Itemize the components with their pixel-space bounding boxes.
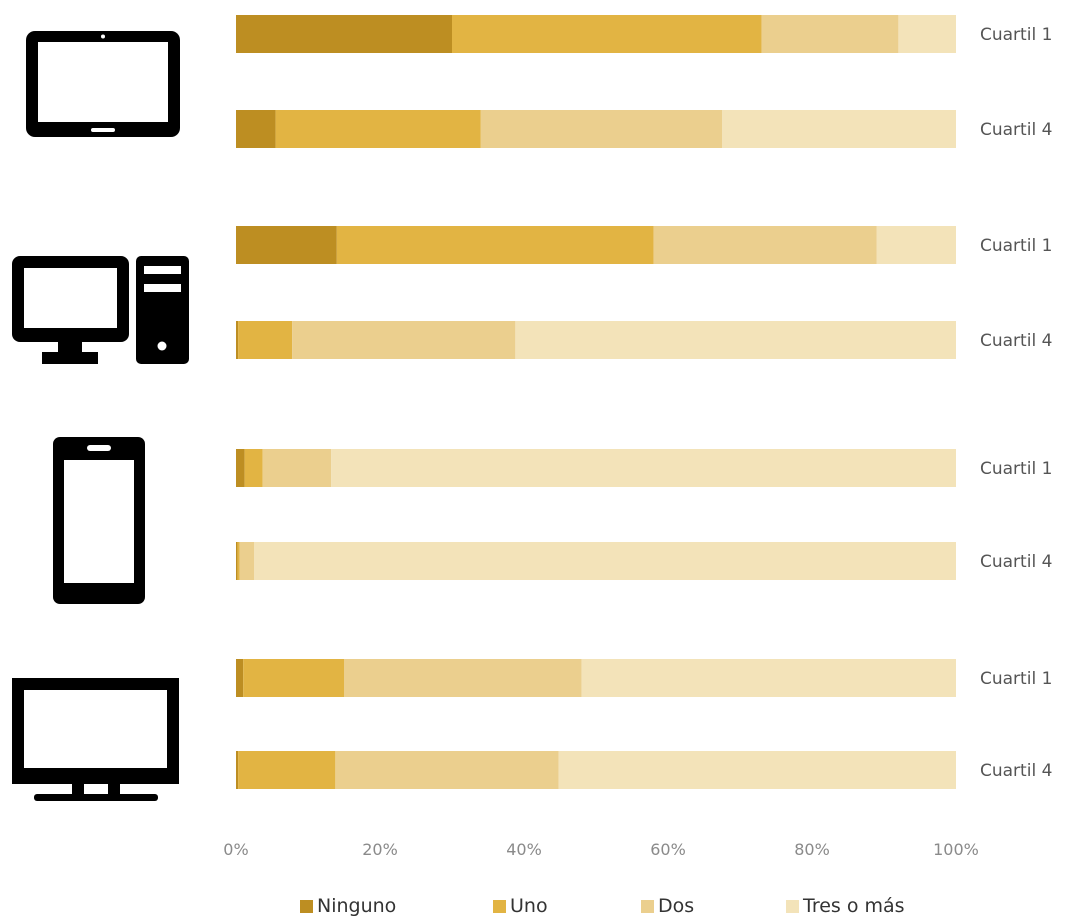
bar-segment-dos — [239, 542, 254, 580]
legend-label: Ninguno — [317, 895, 396, 917]
x-axis-ticks: 0% 20% 40% 60% 80% 100% — [223, 840, 979, 859]
bar-segment-tres-o-más — [515, 321, 956, 359]
x-tick-label: 40% — [506, 840, 542, 859]
row-label: Cuartil 1 — [980, 669, 1052, 689]
row-label: Cuartil 4 — [980, 120, 1052, 140]
bar-segment-dos — [653, 226, 877, 264]
bars-layer — [236, 15, 956, 789]
legend-item: Tres o más — [786, 895, 905, 917]
bar-segment-ninguno — [236, 226, 337, 264]
bar-segment-ninguno — [236, 542, 238, 580]
row-labels-layer: Cuartil 1 Cuartil 4 Cuartil 1 Cuartil 4 Cuar… — [980, 25, 1052, 781]
bar-segment-dos — [262, 449, 332, 487]
tablet-icon — [26, 31, 180, 137]
x-tick-label: 80% — [794, 840, 830, 859]
bar-segment-dos — [292, 321, 516, 359]
legend-label: Uno — [510, 895, 548, 917]
legend-item: Ninguno — [300, 895, 396, 917]
bar-segment-ninguno — [236, 449, 245, 487]
bar-segment-tres-o-más — [722, 110, 956, 148]
legend-item: Uno — [493, 895, 548, 917]
bar-segment-uno — [243, 659, 344, 697]
bar-segment-tres-o-más — [331, 449, 956, 487]
bar-segment-dos — [480, 110, 722, 148]
bar-segment-uno — [238, 321, 293, 359]
bar-segment-ninguno — [236, 751, 239, 789]
bar-segment-uno — [244, 449, 263, 487]
bar-segment-tres-o-más — [876, 226, 956, 264]
row-label: Cuartil 4 — [980, 552, 1052, 572]
bar-segment-ninguno — [236, 15, 452, 53]
bar-segment-uno — [452, 15, 762, 53]
legend-item: Dos — [641, 895, 694, 917]
row-label: Cuartil 1 — [980, 25, 1052, 45]
bar-segment-ninguno — [236, 321, 239, 359]
row-label: Cuartil 4 — [980, 761, 1052, 781]
legend-label: Tres o más — [802, 895, 905, 917]
bar-segment-uno — [238, 751, 336, 789]
bar-segment-uno — [237, 542, 240, 580]
bar-segment-dos — [335, 751, 559, 789]
bar-segment-ninguno — [236, 110, 276, 148]
x-tick-label: 60% — [650, 840, 686, 859]
legend-swatch — [493, 900, 506, 913]
legend-swatch — [300, 900, 313, 913]
desktop-computer-icon — [12, 256, 189, 364]
legend: Ninguno Uno Dos Tres o más — [300, 895, 905, 917]
legend-swatch — [786, 900, 799, 913]
bar-segment-uno — [275, 110, 481, 148]
row-label: Cuartil 4 — [980, 331, 1052, 351]
legend-label: Dos — [658, 895, 694, 917]
bar-segment-tres-o-más — [254, 542, 956, 580]
bar-segment-tres-o-más — [558, 751, 956, 789]
bar-segment-uno — [336, 226, 654, 264]
x-tick-label: 0% — [223, 840, 248, 859]
bar-segment-tres-o-más — [898, 15, 956, 53]
bar-segment-dos — [761, 15, 899, 53]
row-label: Cuartil 1 — [980, 459, 1052, 479]
x-tick-label: 20% — [362, 840, 398, 859]
x-tick-label: 100% — [933, 840, 979, 859]
television-icon — [12, 678, 179, 801]
smartphone-icon — [53, 437, 145, 604]
bar-segment-dos — [344, 659, 582, 697]
bar-segment-ninguno — [236, 659, 244, 697]
bar-segment-tres-o-más — [581, 659, 956, 697]
legend-swatch — [641, 900, 654, 913]
row-label: Cuartil 1 — [980, 236, 1052, 256]
